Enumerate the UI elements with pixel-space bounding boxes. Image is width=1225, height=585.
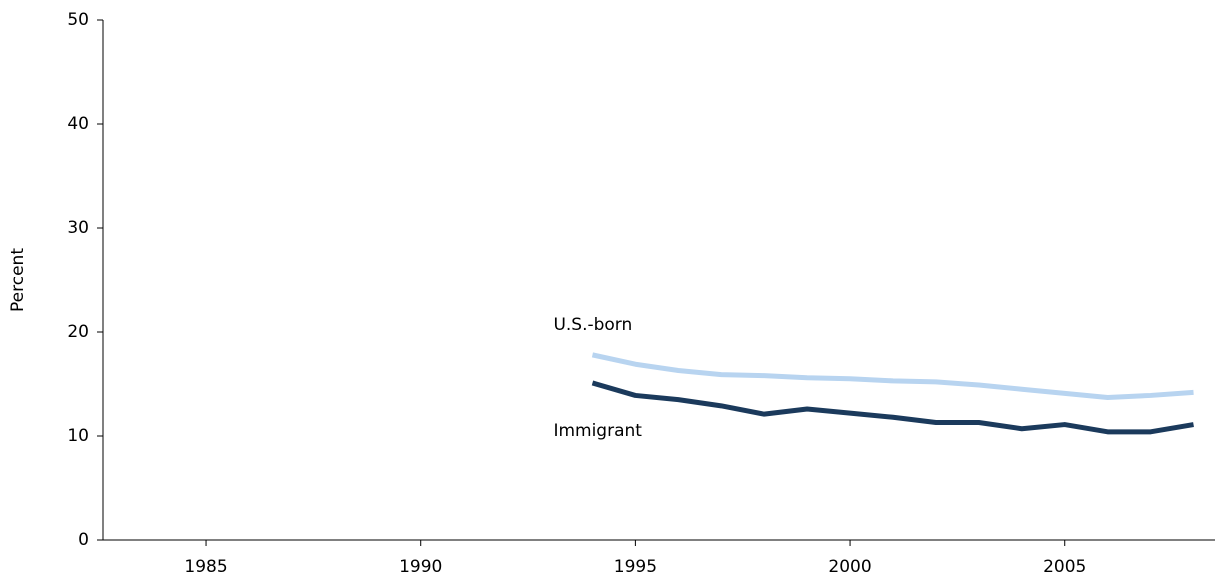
x-tick-label: 2005 xyxy=(1043,557,1086,577)
x-tick-label: 1985 xyxy=(184,557,227,577)
x-tick-label: 1990 xyxy=(399,557,442,577)
y-tick-label: 20 xyxy=(67,322,89,342)
series-label: U.S.-born xyxy=(553,315,632,335)
y-tick-label: 40 xyxy=(67,114,89,134)
y-tick-label: 30 xyxy=(67,218,89,238)
y-tick-label: 10 xyxy=(67,426,89,446)
x-tick-label: 2000 xyxy=(828,557,871,577)
x-tick-label: 1995 xyxy=(614,557,657,577)
y-tick-label: 0 xyxy=(78,530,89,550)
series-line xyxy=(591,352,1194,401)
series-line xyxy=(591,380,1194,435)
y-axis-label: Percent xyxy=(8,248,28,312)
y-tick-label: 50 xyxy=(67,10,89,30)
series-label: Immigrant xyxy=(553,421,642,441)
